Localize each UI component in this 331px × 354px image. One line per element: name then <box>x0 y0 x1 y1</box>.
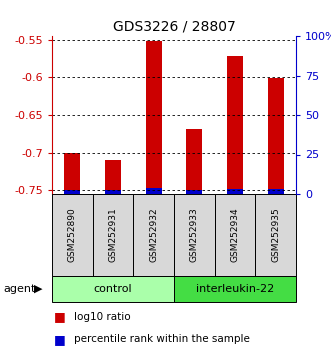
Bar <box>146 41 162 194</box>
Bar <box>64 153 80 194</box>
Bar <box>255 194 296 276</box>
Title: GDS3226 / 28807: GDS3226 / 28807 <box>113 19 235 33</box>
Bar <box>227 56 243 194</box>
Bar <box>52 276 174 302</box>
Bar <box>105 190 121 194</box>
Bar <box>52 194 93 276</box>
Bar <box>174 194 215 276</box>
Bar <box>105 160 121 194</box>
Bar <box>174 276 296 302</box>
Text: agent: agent <box>3 284 36 294</box>
Bar <box>133 194 174 276</box>
Text: log10 ratio: log10 ratio <box>74 312 131 322</box>
Bar <box>64 190 80 194</box>
Bar <box>215 194 255 276</box>
Text: GSM252933: GSM252933 <box>190 208 199 262</box>
Text: ■: ■ <box>54 333 66 346</box>
Bar <box>93 194 133 276</box>
Text: GSM252890: GSM252890 <box>68 208 77 262</box>
Text: percentile rank within the sample: percentile rank within the sample <box>74 335 250 344</box>
Text: ■: ■ <box>54 310 66 324</box>
Bar <box>267 78 284 194</box>
Text: GSM252932: GSM252932 <box>149 208 158 262</box>
Text: control: control <box>94 284 132 294</box>
Text: GSM252934: GSM252934 <box>230 208 240 262</box>
Bar <box>267 189 284 194</box>
Bar <box>186 129 203 194</box>
Bar <box>186 190 203 194</box>
Text: GSM252931: GSM252931 <box>109 208 118 262</box>
Text: interleukin-22: interleukin-22 <box>196 284 274 294</box>
Text: GSM252935: GSM252935 <box>271 208 280 262</box>
Bar <box>227 189 243 194</box>
Bar <box>146 188 162 194</box>
Text: ▶: ▶ <box>34 284 42 294</box>
